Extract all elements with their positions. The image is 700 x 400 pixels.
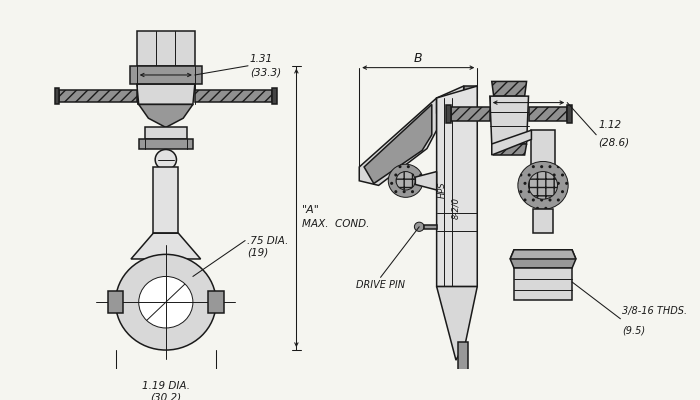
Polygon shape bbox=[130, 66, 202, 84]
Polygon shape bbox=[136, 84, 195, 104]
Circle shape bbox=[389, 164, 423, 197]
Polygon shape bbox=[424, 225, 437, 229]
Polygon shape bbox=[131, 233, 201, 259]
Polygon shape bbox=[458, 342, 468, 378]
Polygon shape bbox=[451, 107, 490, 121]
Circle shape bbox=[414, 222, 424, 231]
Polygon shape bbox=[567, 105, 572, 123]
Text: HPS: HPS bbox=[438, 182, 447, 198]
Text: 1.19 DIA.: 1.19 DIA. bbox=[142, 381, 190, 391]
Polygon shape bbox=[139, 104, 193, 128]
Circle shape bbox=[396, 172, 415, 190]
Polygon shape bbox=[195, 90, 272, 102]
Text: (9.5): (9.5) bbox=[622, 325, 645, 335]
Circle shape bbox=[518, 162, 568, 209]
Polygon shape bbox=[492, 130, 531, 155]
Text: 1.12: 1.12 bbox=[598, 120, 622, 130]
Text: .75 DIA.: .75 DIA. bbox=[247, 236, 288, 246]
Polygon shape bbox=[463, 86, 477, 116]
Circle shape bbox=[458, 376, 468, 385]
Circle shape bbox=[155, 150, 176, 170]
Polygon shape bbox=[153, 167, 178, 233]
Polygon shape bbox=[510, 250, 576, 259]
Text: 3/8-16 THDS.: 3/8-16 THDS. bbox=[622, 306, 687, 316]
Polygon shape bbox=[510, 250, 576, 268]
Polygon shape bbox=[514, 268, 572, 300]
Polygon shape bbox=[136, 31, 195, 66]
Polygon shape bbox=[490, 96, 528, 144]
Polygon shape bbox=[272, 88, 277, 104]
Circle shape bbox=[528, 172, 557, 199]
Polygon shape bbox=[364, 104, 432, 184]
Text: DRIVE PIN: DRIVE PIN bbox=[356, 280, 405, 290]
Polygon shape bbox=[139, 139, 193, 148]
Polygon shape bbox=[492, 144, 526, 155]
Polygon shape bbox=[437, 286, 477, 360]
Text: MAX.  COND.: MAX. COND. bbox=[302, 219, 370, 229]
Text: B: B bbox=[414, 52, 423, 65]
Text: (28.6): (28.6) bbox=[598, 138, 629, 148]
Polygon shape bbox=[359, 98, 437, 185]
Polygon shape bbox=[108, 291, 123, 313]
Polygon shape bbox=[528, 107, 567, 121]
Polygon shape bbox=[447, 105, 451, 123]
Circle shape bbox=[116, 254, 216, 350]
Text: (19): (19) bbox=[247, 248, 268, 258]
Polygon shape bbox=[415, 172, 437, 190]
Text: (33.3): (33.3) bbox=[250, 68, 281, 78]
Text: 1.31: 1.31 bbox=[250, 54, 273, 64]
Polygon shape bbox=[531, 130, 554, 185]
Text: 8-2/0: 8-2/0 bbox=[452, 197, 461, 219]
Polygon shape bbox=[55, 88, 60, 104]
Polygon shape bbox=[437, 86, 477, 286]
Polygon shape bbox=[144, 128, 187, 139]
Text: (30.2): (30.2) bbox=[150, 392, 181, 400]
Text: "A": "A" bbox=[302, 205, 320, 215]
Circle shape bbox=[139, 276, 193, 328]
Polygon shape bbox=[533, 209, 553, 233]
Polygon shape bbox=[209, 291, 224, 313]
Polygon shape bbox=[60, 90, 136, 102]
Polygon shape bbox=[492, 82, 526, 96]
Polygon shape bbox=[437, 86, 463, 114]
